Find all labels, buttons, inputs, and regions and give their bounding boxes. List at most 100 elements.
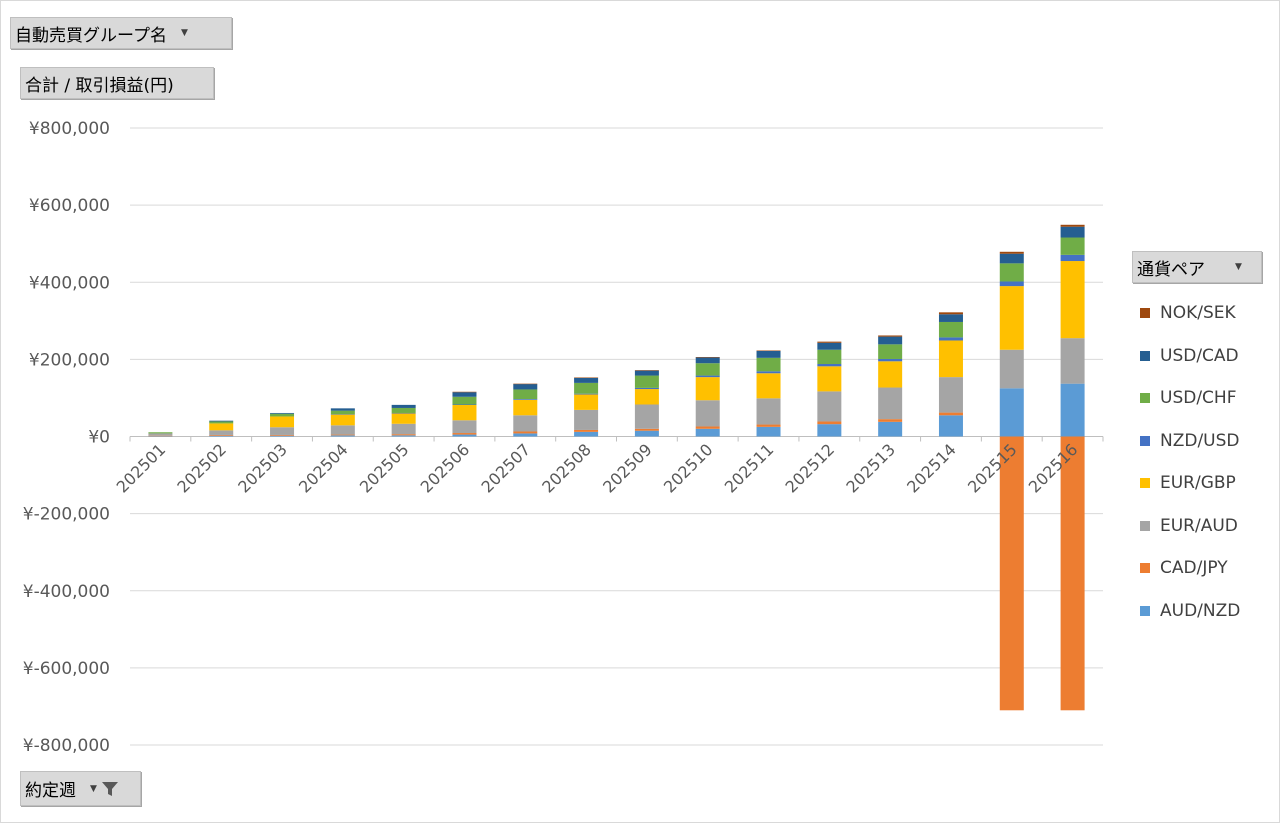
bar-segment[interactable] (817, 364, 842, 367)
bar-segment[interactable] (938, 337, 963, 341)
bar-segment[interactable] (452, 404, 477, 421)
bar-segment[interactable] (391, 435, 416, 437)
bar-segment[interactable] (1060, 226, 1085, 238)
bar-segment[interactable] (270, 434, 295, 436)
bar-segment[interactable] (452, 391, 477, 393)
bar-segment[interactable] (938, 312, 963, 315)
bar-segment[interactable] (634, 430, 659, 437)
bar-segment[interactable] (695, 426, 720, 429)
bar-segment[interactable] (817, 421, 842, 425)
bar-segment[interactable] (634, 387, 659, 390)
bar-segment[interactable] (999, 253, 1024, 264)
bar-segment[interactable] (634, 370, 659, 371)
bar-segment[interactable] (695, 375, 720, 378)
bar-segment[interactable] (1060, 254, 1085, 262)
legend-item[interactable]: AUD/NZD (1140, 590, 1280, 633)
bar-segment[interactable] (695, 363, 720, 376)
legend-item[interactable]: EUR/AUD (1140, 505, 1280, 548)
bar-segment[interactable] (391, 404, 416, 408)
legend-item[interactable]: EUR/GBP (1140, 462, 1280, 505)
bar-segment[interactable] (391, 434, 416, 436)
bar-segment[interactable] (1060, 261, 1085, 339)
bar-segment[interactable] (878, 421, 903, 437)
bar-segment[interactable] (938, 321, 963, 338)
bar-segment[interactable] (209, 430, 234, 435)
bar-segment[interactable] (878, 361, 903, 388)
bar-segment[interactable] (452, 434, 477, 437)
bar-segment[interactable] (817, 341, 842, 343)
bar-segment[interactable] (391, 412, 416, 414)
group-field-button[interactable]: 自動売買グループ名 ▼ (10, 17, 232, 49)
bar-segment[interactable] (452, 392, 477, 397)
bar-segment[interactable] (574, 394, 599, 410)
bar-segment[interactable] (817, 391, 842, 422)
bar-segment[interactable] (270, 412, 295, 414)
bar-segment[interactable] (756, 398, 781, 425)
bar-segment[interactable] (513, 415, 538, 432)
bar-segment[interactable] (270, 413, 295, 417)
bar-segment[interactable] (330, 414, 355, 415)
bar-segment[interactable] (634, 404, 659, 429)
bar-segment[interactable] (452, 396, 477, 405)
bar-segment[interactable] (574, 377, 599, 383)
bar-segment[interactable] (756, 357, 781, 372)
bar-segment[interactable] (817, 366, 842, 392)
bar-segment[interactable] (938, 412, 963, 416)
bar-segment[interactable] (148, 436, 173, 437)
bar-segment[interactable] (574, 431, 599, 437)
bar-segment[interactable] (695, 377, 720, 401)
bar-segment[interactable] (330, 425, 355, 435)
bar-segment[interactable] (270, 427, 295, 435)
bar-segment[interactable] (817, 424, 842, 437)
bar-segment[interactable] (513, 399, 538, 400)
bar-segment[interactable] (1060, 237, 1085, 255)
bar-segment[interactable] (148, 432, 173, 434)
bar-segment[interactable] (756, 350, 781, 352)
bar-segment[interactable] (817, 349, 842, 365)
bar-segment[interactable] (695, 357, 720, 364)
bar-segment[interactable] (574, 377, 599, 378)
bar-segment[interactable] (452, 420, 477, 434)
bar-segment[interactable] (452, 433, 477, 435)
bar-segment[interactable] (634, 389, 659, 405)
bar-segment[interactable] (1060, 338, 1085, 384)
bar-segment[interactable] (330, 408, 355, 411)
bar-segment[interactable] (574, 429, 599, 432)
legend-item[interactable]: NZD/USD (1140, 420, 1280, 463)
bar-segment[interactable] (634, 370, 659, 376)
legend-item[interactable]: USD/CAD (1140, 335, 1280, 378)
bar-segment[interactable] (513, 433, 538, 437)
bar-segment[interactable] (330, 434, 355, 436)
axis-field-button[interactable]: 約定週 ▼ (20, 771, 141, 806)
bar-segment[interactable] (938, 340, 963, 378)
value-field-button[interactable]: 合計 / 取引損益(円) (20, 67, 214, 99)
bar-segment[interactable] (999, 436, 1024, 711)
bar-segment[interactable] (878, 335, 903, 337)
bar-segment[interactable] (817, 342, 842, 350)
bar-segment[interactable] (574, 409, 599, 430)
bar-segment[interactable] (513, 384, 538, 390)
bar-segment[interactable] (695, 400, 720, 427)
bar-segment[interactable] (756, 424, 781, 427)
bar-segment[interactable] (756, 350, 781, 358)
bar-segment[interactable] (999, 349, 1024, 389)
legend-item[interactable]: USD/CHF (1140, 377, 1280, 420)
bar-segment[interactable] (1060, 436, 1085, 711)
bar-segment[interactable] (330, 410, 355, 415)
bar-segment[interactable] (634, 375, 659, 388)
bar-segment[interactable] (148, 435, 173, 437)
bar-segment[interactable] (878, 387, 903, 420)
bar-segment[interactable] (999, 281, 1024, 287)
bar-segment[interactable] (878, 358, 903, 362)
bar-segment[interactable] (999, 286, 1024, 350)
bar-segment[interactable] (209, 421, 234, 424)
bar-segment[interactable] (878, 336, 903, 345)
bar-segment[interactable] (938, 415, 963, 437)
bar-segment[interactable] (695, 428, 720, 437)
bar-segment[interactable] (513, 389, 538, 400)
bar-segment[interactable] (513, 431, 538, 434)
bar-segment[interactable] (209, 435, 234, 437)
bar-segment[interactable] (148, 433, 173, 436)
bar-segment[interactable] (209, 434, 234, 436)
bar-segment[interactable] (270, 416, 295, 428)
